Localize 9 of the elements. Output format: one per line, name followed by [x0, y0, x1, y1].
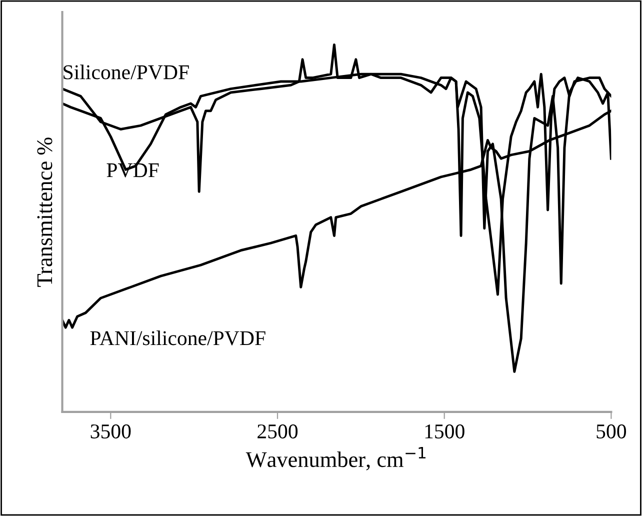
series-label: PANI/silicone/PVDF — [90, 330, 266, 346]
y-axis-title: Transmittence % — [37, 138, 52, 287]
x-tick-label: 3500 — [90, 424, 131, 438]
series-label: Silicone/PVDF — [64, 64, 189, 80]
x-tick-label: 2500 — [258, 424, 298, 438]
series-label: PVDF — [106, 163, 159, 178]
x-tick-label: 1500 — [425, 424, 464, 438]
x-tick-label: 500 — [596, 424, 626, 438]
x-axis-title: Wavenumber, cm$^{−1}$ — [246, 447, 426, 470]
